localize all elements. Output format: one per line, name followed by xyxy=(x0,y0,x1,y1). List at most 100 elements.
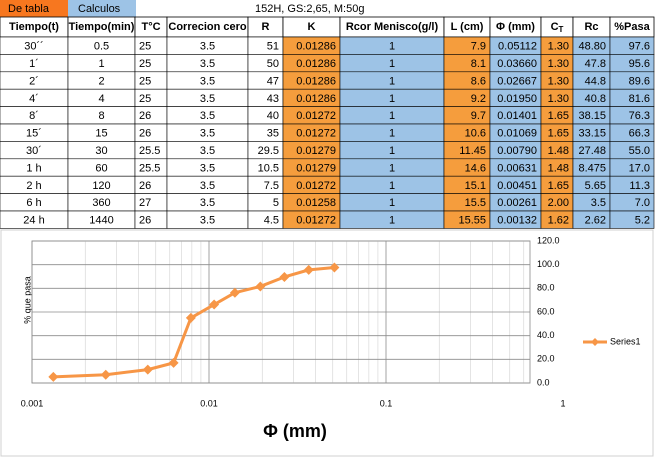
cell-text: 14.6 xyxy=(465,162,486,174)
cell-text: 0.00451 xyxy=(497,180,537,192)
tab[interactable]: De tabla xyxy=(8,3,50,15)
cell-text: 1 xyxy=(389,41,395,53)
cell-text: 7.0 xyxy=(635,197,650,209)
header-text: CT xyxy=(551,21,564,34)
header-text: Rc xyxy=(584,21,598,33)
cell-text: 120 xyxy=(92,180,110,192)
cell-text: 47.8 xyxy=(585,58,606,70)
y-tick-label: 100.0 xyxy=(537,259,560,269)
cell-text: 97.6 xyxy=(629,41,650,53)
data-point xyxy=(279,271,290,282)
data-point xyxy=(255,281,266,292)
cell-text: 25 xyxy=(139,75,151,87)
cell-text: 26 xyxy=(139,110,151,122)
cell-text: 4´ xyxy=(29,93,39,105)
cell-text: 1 xyxy=(389,145,395,157)
data-point xyxy=(185,312,196,323)
cell-text: 95.6 xyxy=(629,58,650,70)
y-tick-label: 80.0 xyxy=(537,283,555,293)
cell-text: 1.65 xyxy=(548,180,569,192)
cell-text: 1.48 xyxy=(548,162,569,174)
data-point xyxy=(229,287,240,298)
cell-text: 30 xyxy=(95,145,107,157)
cell-text: 2´ xyxy=(29,75,39,87)
cell-text: 1.65 xyxy=(548,128,569,140)
cell-text: 1 xyxy=(389,180,395,192)
cell-text: 0.01286 xyxy=(296,75,336,87)
y-tick-label: 0.0 xyxy=(537,377,550,387)
cell-text: 17.0 xyxy=(629,162,650,174)
cell-text: 1.62 xyxy=(548,215,569,227)
cell-text: 0.01286 xyxy=(296,93,336,105)
tab[interactable]: Calculos xyxy=(78,3,121,15)
sheet-note: 152H, GS:2,65, M:50g xyxy=(255,3,364,15)
cell-text: 81.6 xyxy=(629,93,650,105)
cell-text: 0.03660 xyxy=(497,58,537,70)
cell-text: 15´ xyxy=(26,128,42,140)
cell-text: 50 xyxy=(267,58,279,70)
cell-text: 9.7 xyxy=(471,110,486,122)
cell-text: 40.8 xyxy=(585,93,606,105)
cell-text: 360 xyxy=(92,197,110,209)
data-point xyxy=(168,357,179,368)
cell-text: 3.5 xyxy=(200,145,215,157)
cell-text: 8 xyxy=(98,110,104,122)
cell-text: 2.00 xyxy=(548,197,569,209)
cell-text: 3.5 xyxy=(591,197,606,209)
cell-text: 0.00631 xyxy=(497,162,537,174)
cell-text: 40 xyxy=(267,110,279,122)
cell-text: 15.55 xyxy=(458,215,486,227)
header-text: K xyxy=(308,21,316,33)
cell-text: 0.01286 xyxy=(296,58,336,70)
cell-text: 1.30 xyxy=(548,75,569,87)
cell-text: 15.1 xyxy=(465,180,486,192)
x-tick-label: 0.01 xyxy=(200,398,218,408)
cell-text: 15 xyxy=(95,128,107,140)
cell-text: 3.5 xyxy=(200,75,215,87)
cell-text: 0.01272 xyxy=(296,110,336,122)
cell-text: 11.45 xyxy=(459,145,486,157)
cell-text: 0.00132 xyxy=(497,215,537,227)
data-point xyxy=(48,371,59,382)
cell-text: 7.9 xyxy=(471,41,486,53)
cell-text: 3.5 xyxy=(200,93,215,105)
cell-text: 8.1 xyxy=(471,58,486,70)
cell-text: 0.00790 xyxy=(497,145,537,157)
cell-text: 60 xyxy=(95,162,107,174)
cell-text: 8´ xyxy=(29,110,39,122)
cell-text: 1.65 xyxy=(548,110,569,122)
cell-text: 1440 xyxy=(89,215,113,227)
cell-text: 0.01272 xyxy=(296,215,336,227)
data-point xyxy=(329,262,340,273)
cell-text: 1 h xyxy=(26,162,41,174)
cell-text: 4 xyxy=(98,93,104,105)
cell-text: 8.6 xyxy=(471,75,486,87)
cell-text: 38.15 xyxy=(578,110,606,122)
cell-text: 0.01272 xyxy=(296,180,336,192)
header-text: Φ (mm) xyxy=(496,21,535,33)
tab-bg xyxy=(0,0,68,17)
y-tick-label: 20.0 xyxy=(537,354,555,364)
cell-text: 0.05112 xyxy=(498,41,537,53)
cell-text: 3.5 xyxy=(200,197,215,209)
cell xyxy=(609,210,655,229)
cell-text: 10.5 xyxy=(258,162,279,174)
cell-text: 25 xyxy=(139,93,151,105)
data-point xyxy=(303,264,314,275)
cell-text: 3.5 xyxy=(200,180,215,192)
cell-text: 27 xyxy=(139,197,151,209)
cell-text: 1 xyxy=(389,58,395,70)
cell-text: 1 xyxy=(98,58,104,70)
cell-text: 5.2 xyxy=(635,215,650,227)
cell-text: 66.3 xyxy=(629,128,650,140)
header-text: Rcor Menisco(g/l) xyxy=(346,21,439,33)
cell-text: 27.48 xyxy=(578,145,606,157)
cell-text: 1 xyxy=(389,75,395,87)
cell-text: 2 xyxy=(98,75,104,87)
header-text: Correcion cero xyxy=(168,21,247,33)
x-tick-label: 0.001 xyxy=(21,398,44,408)
tab-bg xyxy=(68,0,136,17)
y-tick-label: 60.0 xyxy=(537,306,555,316)
